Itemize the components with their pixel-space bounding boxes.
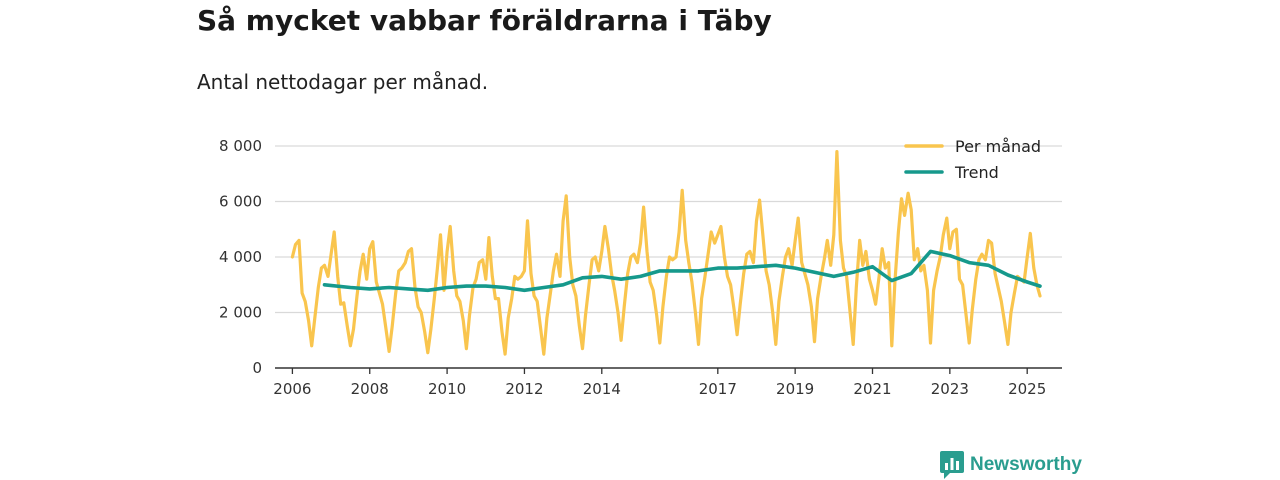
- series-line-per-manad: [290, 150, 1042, 356]
- brand-logo: Newsworthy: [940, 451, 1082, 479]
- y-tick-label: 0: [252, 359, 262, 377]
- x-tick-label: 2010: [428, 380, 466, 398]
- legend-label: Per månad: [955, 137, 1041, 156]
- y-tick-label: 6 000: [219, 193, 262, 211]
- y-tick-label: 2 000: [219, 304, 262, 322]
- series-line-trend: [322, 249, 1042, 293]
- x-tick-label: 2021: [853, 380, 891, 398]
- brand-name: Newsworthy: [970, 454, 1082, 475]
- chart-title: Så mycket vabbar föräldrarna i Täby: [197, 4, 772, 37]
- x-tick-label: 2014: [583, 380, 621, 398]
- y-tick-label: 8 000: [219, 137, 262, 155]
- newsworthy-logo-icon: [940, 451, 964, 479]
- x-tick-label: 2017: [699, 380, 737, 398]
- y-tick-label: 4 000: [219, 248, 262, 266]
- x-tick-label: 2023: [931, 380, 969, 398]
- x-tick-label: 2012: [505, 380, 543, 398]
- x-tick-label: 2006: [273, 380, 311, 398]
- x-tick-label: 2025: [1008, 380, 1046, 398]
- x-tick-label: 2008: [351, 380, 389, 398]
- legend-label: Trend: [954, 163, 999, 182]
- x-tick-label: 2019: [776, 380, 814, 398]
- chart-subtitle: Antal nettodagar per månad.: [197, 70, 489, 94]
